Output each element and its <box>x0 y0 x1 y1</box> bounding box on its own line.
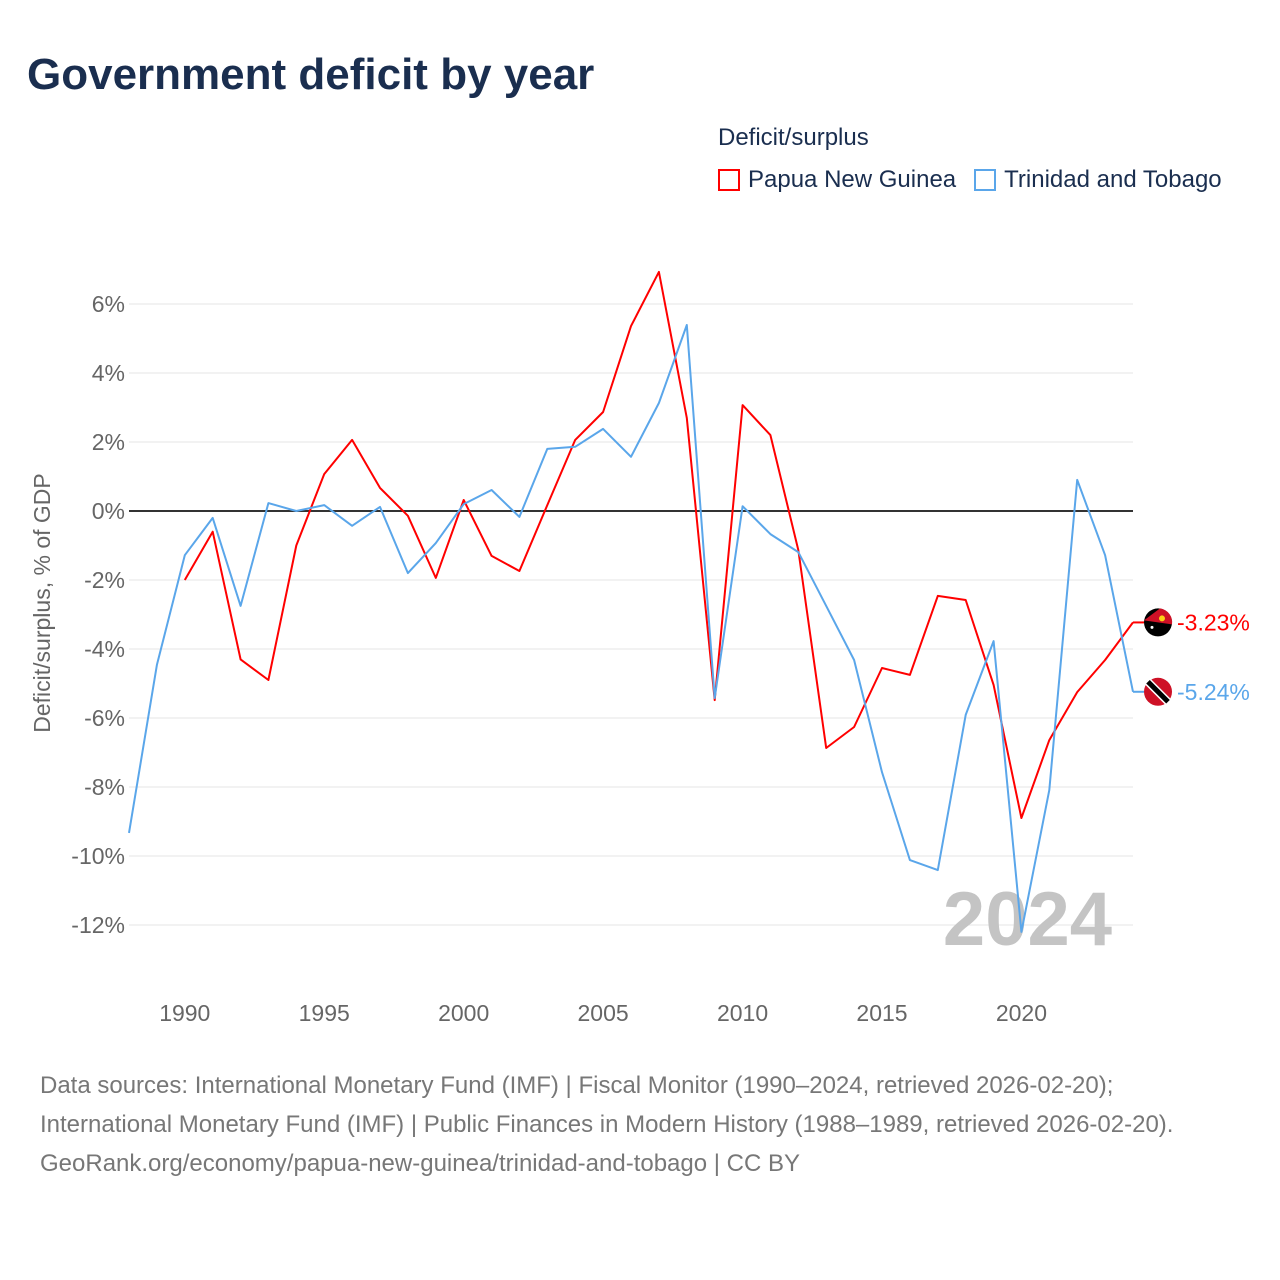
footer: Data sources: International Monetary Fun… <box>40 1066 1240 1183</box>
y-tick-label: -2% <box>84 567 125 593</box>
y-tick-label: 4% <box>92 360 125 386</box>
y-tick-label: 2% <box>92 429 125 455</box>
flag-part <box>1159 615 1165 622</box>
legend-item-papua-new-guinea[interactable]: Papua New Guinea <box>718 166 956 194</box>
y-tick-label: -6% <box>84 705 125 731</box>
flag-part <box>1144 608 1173 625</box>
legend-label: Papua New Guinea <box>748 166 957 193</box>
y-tick-label: -10% <box>71 843 125 869</box>
x-tick-label: 1995 <box>299 1000 350 1026</box>
legend-label: Trinidad and Tobago <box>1004 166 1222 193</box>
x-tick-label: 2015 <box>856 1000 907 1026</box>
flag-part <box>1150 625 1154 629</box>
y-tick-label: 6% <box>92 291 125 317</box>
y-tick-label: -4% <box>84 636 125 662</box>
legend-item-trinidad-and-tobago[interactable]: Trinidad and Tobago <box>974 166 1222 194</box>
x-tick-label: 2000 <box>438 1000 489 1026</box>
legend: Papua New Guinea Trinidad and Tobago <box>718 166 1222 194</box>
legend-swatch <box>718 169 740 191</box>
flag-part <box>1146 680 1170 704</box>
source-link[interactable]: GeoRank.org/economy/papua-new-guinea/tri… <box>40 1150 801 1177</box>
x-tick-label: 2010 <box>717 1000 768 1026</box>
page-title: Government deficit by year <box>27 50 595 99</box>
y-tick-label: 0% <box>92 498 125 524</box>
series-line-papua-new-guinea <box>183 270 1134 819</box>
end-value-label: -5.24% <box>1177 679 1250 705</box>
y-tick-label: -8% <box>84 774 125 800</box>
data-sources: Data sources: International Monetary Fun… <box>40 1072 1174 1138</box>
y-axis-label: Deficit/surplus, % of GDP <box>29 473 55 732</box>
x-tick-label: 1990 <box>159 1000 210 1026</box>
y-tick-label: -12% <box>71 912 125 938</box>
x-tick-label: 2005 <box>578 1000 629 1026</box>
x-tick-label: 2020 <box>996 1000 1047 1026</box>
end-value-label: -3.23% <box>1177 609 1250 635</box>
legend-swatch <box>974 169 997 191</box>
legend-title: Deficit/surplus <box>718 124 869 151</box>
year-watermark: 2024 <box>943 877 1112 962</box>
